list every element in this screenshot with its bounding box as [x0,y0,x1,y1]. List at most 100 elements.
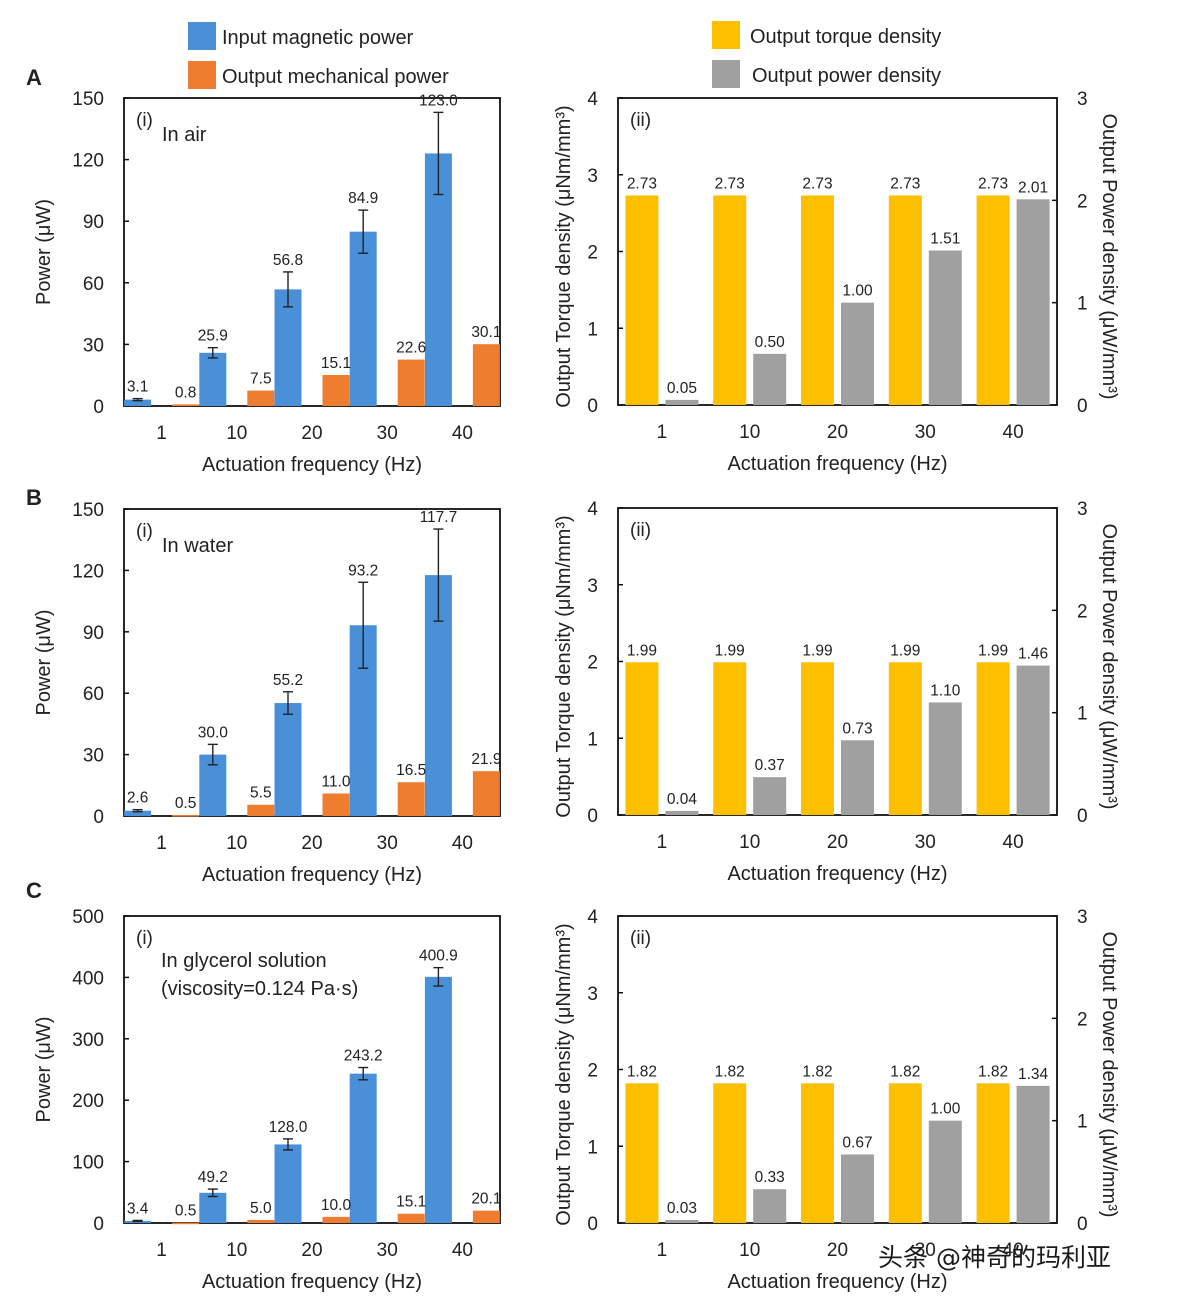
data-label: 15.1 [396,1194,426,1211]
data-label: 3.1 [127,379,149,396]
data-label: 0.50 [755,334,786,351]
y-tick-label: 150 [72,500,104,521]
x-tick-label: 40 [452,833,473,854]
bar [753,353,787,405]
bar [753,777,787,815]
data-label: 1.00 [930,1101,961,1118]
data-label: 0.73 [842,720,872,737]
x-axis-label: Actuation frequency (Hz) [202,454,422,476]
bar [172,1222,200,1225]
x-tick-label: 1 [657,1240,668,1261]
bar [472,1210,500,1223]
data-label: 11.0 [321,773,350,790]
y-tick-label: 3 [587,166,598,187]
bar [199,1192,227,1223]
y-tick-label: 4 [587,499,598,520]
data-label: 2.73 [890,175,920,192]
y-tick-label: 3 [587,984,598,1005]
y2-tick-label: 2 [1077,1009,1088,1030]
bar [928,702,962,815]
y-tick-label: 30 [83,335,104,356]
x-tick-label: 20 [827,1240,848,1261]
data-label: 56.8 [273,252,303,269]
legend-swatch-input-magnetic-power [188,22,216,50]
bar [753,1189,787,1223]
data-label: 1.82 [802,1063,832,1080]
data-label: 0.04 [667,791,698,808]
data-label: 0.03 [667,1200,697,1217]
data-label: 15.1 [321,355,351,372]
y-axis-label: Output Torque density (μNm/mm³) [553,515,575,817]
y-axis-label: Output Torque density (μNm/mm³) [553,105,575,407]
panel-letter: C [26,878,42,903]
data-label: 5.5 [250,785,272,802]
y-tick-label: 90 [83,212,104,233]
data-label: 1.82 [715,1063,745,1080]
bar [124,810,152,816]
bar [397,1213,425,1223]
chart-b-i: 0 30 60 90 120 150 1 10 20 30 40 Actuation frequenc… [33,500,501,886]
data-label: 2.6 [127,790,149,807]
condition-annotation: In glycerol solution [161,950,327,972]
bar [976,1083,1010,1223]
data-label: 10.0 [321,1197,352,1214]
bar [349,1073,377,1223]
bar [1016,199,1050,405]
bar [625,1083,659,1223]
y2-tick-label: 1 [1077,704,1088,725]
x-tick-label: 10 [739,832,760,853]
y-tick-label: 4 [587,907,598,928]
x-tick-label: 40 [1003,422,1024,443]
y-tick-label: 1 [587,319,598,340]
data-label: 243.2 [344,1048,383,1065]
bar [472,344,500,406]
x-tick-label: 1 [657,832,668,853]
y-tick-label: 0 [587,806,598,827]
data-label: 20.1 [471,1191,501,1208]
data-label: 30.1 [471,324,501,341]
bar [888,195,922,405]
bar [665,399,699,405]
data-label: 49.2 [198,1169,228,1186]
data-label: 1.51 [930,230,960,247]
bar [274,703,302,816]
bar [172,404,200,406]
x-tick-label: 1 [657,422,668,443]
x-tick-label: 10 [226,1240,247,1261]
x-tick-label: 20 [827,832,848,853]
data-label: 1.00 [842,283,873,300]
bar [888,662,922,815]
bar [801,195,834,405]
bar [397,782,425,816]
y-tick-label: 300 [72,1030,104,1051]
y-axis-label: Power (μW) [33,199,55,305]
y-tick-label: 120 [72,561,104,582]
watermark-text: 头条 @神奇的玛利亚 [878,1243,1111,1272]
bar [665,810,699,815]
legend-swatch-output-torque-density [712,21,740,49]
x-tick-label: 30 [915,422,936,443]
panel-letter: B [26,485,42,510]
data-label: 400.9 [419,948,458,965]
x-tick-label: 10 [226,423,247,444]
x-tick-label: 10 [739,1240,760,1261]
x-axis-label: Actuation frequency (Hz) [202,864,422,886]
bar [472,771,500,816]
x-tick-label: 30 [915,832,936,853]
plot-frame [123,508,501,817]
bar [322,374,350,406]
bar [665,1219,699,1223]
y2-tick-label: 3 [1077,499,1088,520]
data-label: 2.01 [1018,179,1048,196]
y-tick-label: 4 [587,89,598,110]
data-label: 128.0 [269,1119,308,1136]
y2-axis-label: Output Power density (μW/mm³) [1098,523,1120,809]
y-tick-label: 2 [587,1061,598,1082]
x-tick-label: 30 [377,833,398,854]
x-tick-label: 1 [156,833,167,854]
x-tick-label: 40 [452,1240,473,1261]
data-label: 93.2 [348,562,378,579]
data-label: 1.82 [627,1063,657,1080]
data-label: 1.10 [930,682,961,699]
